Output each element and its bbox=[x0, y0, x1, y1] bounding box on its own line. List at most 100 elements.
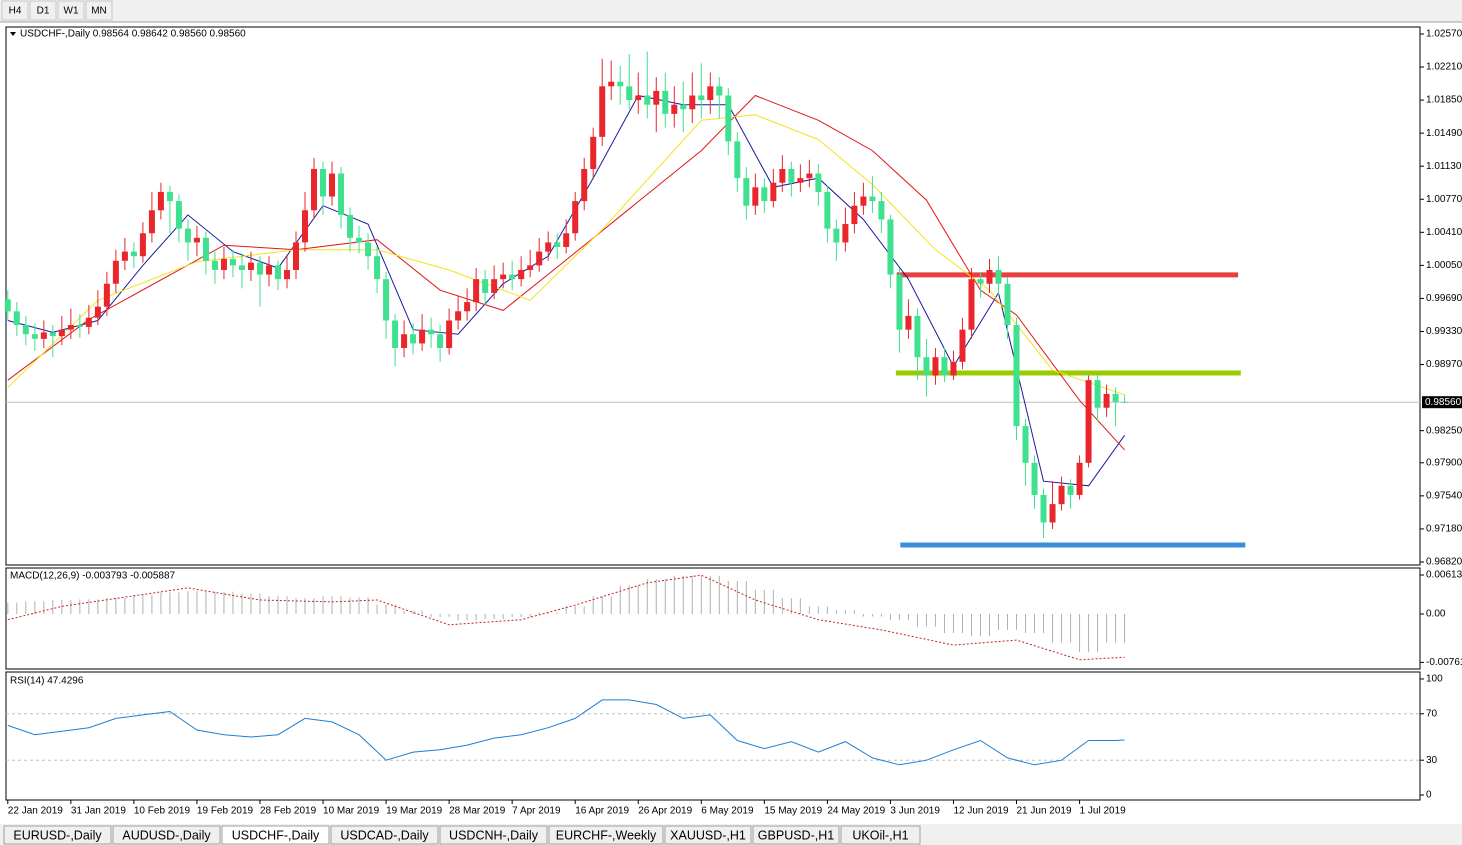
candle-body bbox=[256, 262, 263, 275]
candle-body bbox=[1049, 504, 1056, 523]
symbol-tab[interactable] bbox=[112, 825, 221, 845]
candle-body bbox=[482, 279, 489, 293]
candle-body bbox=[293, 242, 300, 270]
candle-body bbox=[274, 265, 281, 280]
timeframe-button[interactable] bbox=[29, 0, 57, 21]
symbol-tab-label: GBPUSD-,H1 bbox=[758, 828, 834, 842]
timeframe-label: D1 bbox=[37, 6, 50, 17]
x-tick-label: 16 Apr 2019 bbox=[575, 806, 629, 817]
candle-body bbox=[644, 95, 651, 105]
macd-signal bbox=[7, 574, 1125, 661]
candle-body bbox=[572, 201, 579, 234]
candle-body bbox=[869, 196, 876, 202]
candle-body bbox=[247, 262, 254, 270]
candle-body bbox=[347, 214, 354, 238]
moving-average bbox=[7, 94, 1125, 451]
candle-body bbox=[31, 334, 38, 339]
candle-body bbox=[365, 242, 372, 257]
candle-body bbox=[734, 141, 741, 179]
symbol-tab[interactable] bbox=[752, 825, 840, 845]
candle-body bbox=[202, 237, 209, 261]
candle-body bbox=[941, 357, 948, 376]
timeframe-button[interactable] bbox=[85, 0, 113, 21]
candle-body bbox=[617, 81, 624, 87]
symbol-tab-label: USDCAD-,Daily bbox=[340, 828, 429, 842]
candle-body bbox=[103, 283, 110, 307]
symbol-tab[interactable] bbox=[840, 825, 921, 845]
candle-body bbox=[1031, 462, 1038, 495]
candle-body bbox=[1013, 325, 1020, 427]
candle-body bbox=[500, 274, 507, 280]
symbol-tab[interactable] bbox=[3, 825, 112, 845]
symbol-tab[interactable] bbox=[664, 825, 752, 845]
candle-body bbox=[689, 95, 696, 110]
candle-body bbox=[184, 228, 191, 243]
symbol-tab[interactable] bbox=[221, 825, 330, 845]
x-tick-label: 1 Jul 2019 bbox=[1080, 806, 1127, 817]
candle-body bbox=[320, 168, 327, 197]
candle-body bbox=[157, 191, 164, 211]
price-label-box bbox=[1422, 396, 1462, 409]
candle-body bbox=[419, 329, 426, 344]
y-tick-label: 1.01130 bbox=[1426, 161, 1462, 172]
timeframe-button[interactable] bbox=[1, 0, 29, 21]
candle-body bbox=[788, 168, 795, 183]
toolbar bbox=[0, 0, 1462, 22]
x-tick-label: 19 Mar 2019 bbox=[386, 806, 443, 817]
y-tick-label: 0.99330 bbox=[1426, 326, 1462, 337]
x-tick-label: 22 Jan 2019 bbox=[8, 806, 63, 817]
candle-body bbox=[1112, 393, 1119, 402]
timeframe-label: MN bbox=[91, 6, 107, 17]
candle-body bbox=[410, 334, 417, 344]
rsi-title: RSI(14) 47.4296 bbox=[10, 676, 84, 687]
candle-body bbox=[554, 242, 561, 248]
candle-body bbox=[139, 233, 146, 257]
x-tick-label: 21 Jun 2019 bbox=[1017, 806, 1072, 817]
candle-body bbox=[148, 210, 155, 234]
candle-body bbox=[229, 258, 236, 266]
candle-body bbox=[968, 279, 975, 330]
candle-body bbox=[166, 191, 173, 202]
candle-body bbox=[121, 251, 128, 261]
moving-average bbox=[7, 94, 1126, 487]
candle-body bbox=[238, 265, 245, 270]
candle-body bbox=[1022, 426, 1029, 463]
x-tick-label: 26 Apr 2019 bbox=[638, 806, 692, 817]
y-tick-label: 1.00050 bbox=[1426, 260, 1462, 271]
candle-body bbox=[923, 357, 930, 376]
candle-body bbox=[878, 201, 885, 220]
x-tick-label: 6 May 2019 bbox=[701, 806, 754, 817]
candle-body bbox=[887, 219, 894, 275]
x-tick-label: 28 Feb 2019 bbox=[260, 806, 317, 817]
candle-body bbox=[770, 182, 777, 202]
candle-body bbox=[1067, 485, 1074, 495]
y-tick-label: 30 bbox=[1426, 755, 1438, 766]
candle-body bbox=[761, 187, 768, 202]
candle-body bbox=[914, 315, 921, 358]
candle-body bbox=[698, 95, 705, 101]
symbol-tab-label: EURCHF-,Weekly bbox=[556, 828, 657, 842]
timeframe-label: H4 bbox=[9, 6, 22, 17]
candle-body bbox=[662, 90, 669, 114]
candle-body bbox=[608, 81, 615, 87]
y-tick-label: 1.01490 bbox=[1426, 128, 1462, 139]
candle-body bbox=[743, 178, 750, 206]
timeframe-button[interactable] bbox=[57, 0, 85, 21]
symbol-tab[interactable] bbox=[439, 825, 548, 845]
timeframe-label: W1 bbox=[64, 6, 79, 17]
y-tick-label: 0.97180 bbox=[1426, 524, 1462, 535]
symbol-tab[interactable] bbox=[330, 825, 439, 845]
candle-body bbox=[653, 90, 660, 105]
candle-body bbox=[581, 168, 588, 202]
candle-body bbox=[22, 325, 29, 335]
candle-body bbox=[635, 95, 642, 101]
candle-body bbox=[950, 361, 957, 376]
candle-body bbox=[94, 306, 101, 318]
candle-body bbox=[220, 258, 227, 270]
y-tick-label: 0.99690 bbox=[1426, 293, 1462, 304]
symbol-tab[interactable] bbox=[548, 825, 664, 845]
candle-body bbox=[842, 224, 849, 243]
candle-body bbox=[311, 168, 318, 211]
candle-body bbox=[680, 104, 687, 110]
candle-body bbox=[590, 136, 597, 169]
